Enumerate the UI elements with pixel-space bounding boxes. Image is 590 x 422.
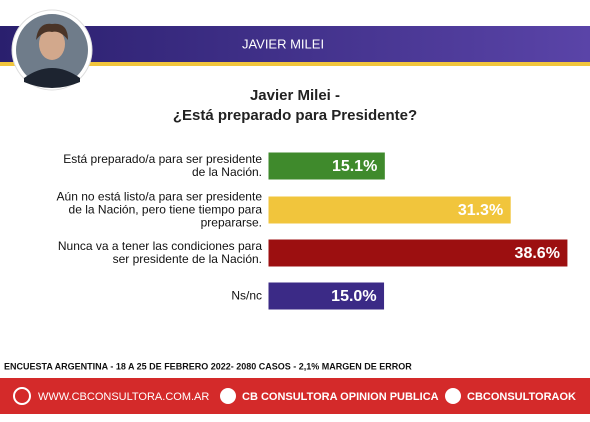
facebook-icon	[220, 388, 236, 404]
header-band	[0, 26, 590, 62]
value-label: 15.0%	[331, 288, 376, 305]
footer-note: ENCUESTA ARGENTINA - 18 A 25 DE FEBRERO …	[4, 361, 412, 371]
footer-link: CBCONSULTORAOK	[467, 391, 576, 403]
photo	[11, 9, 93, 91]
bar	[267, 238, 569, 268]
value-label: 15.1%	[332, 158, 377, 175]
footer-link: CB CONSULTORA OPINION PUBLICA	[242, 391, 439, 403]
category-label: Nunca va a tener las condiciones para se…	[57, 239, 262, 266]
bar	[267, 195, 512, 225]
twitter-icon	[445, 388, 461, 404]
category-label: Ns/nc	[231, 288, 262, 303]
footer-band	[0, 378, 590, 414]
header-title: JAVIER MILEI	[242, 36, 324, 51]
bar	[267, 281, 386, 311]
chart-title: Javier Milei -	[250, 87, 340, 104]
value-label: 31.3%	[458, 202, 503, 219]
value-label: 38.6%	[515, 245, 560, 262]
footer-link: WWW.CBCONSULTORA.COM.AR	[38, 391, 209, 403]
category-label: Está preparado/a para ser presidente de …	[63, 152, 262, 179]
category-label: Aún no está listo/a para ser presidente …	[56, 189, 262, 230]
header-stripe	[0, 62, 590, 66]
web-icon	[13, 387, 31, 405]
bar	[267, 151, 386, 181]
chart-subtitle: ¿Está preparado para Presidente?	[173, 107, 417, 124]
